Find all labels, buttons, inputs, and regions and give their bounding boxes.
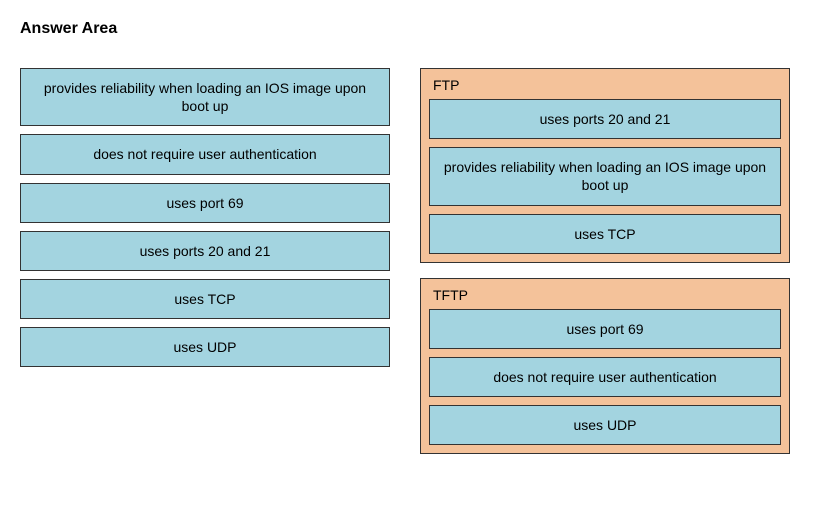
drop-zone-label: TFTP <box>429 287 781 303</box>
drop-item[interactable]: uses port 69 <box>429 309 781 349</box>
source-item[interactable]: provides reliability when loading an IOS… <box>20 68 390 126</box>
source-item[interactable]: uses ports 20 and 21 <box>20 231 390 271</box>
drop-item[interactable]: does not require user authentication <box>429 357 781 397</box>
drop-zone-label: FTP <box>429 77 781 93</box>
source-item[interactable]: does not require user authentication <box>20 134 390 174</box>
source-item[interactable]: uses port 69 <box>20 183 390 223</box>
drop-item[interactable]: uses TCP <box>429 214 781 254</box>
drop-zone-items: uses port 69 does not require user authe… <box>429 309 781 446</box>
drop-zone-items: uses ports 20 and 21 provides reliabilit… <box>429 99 781 254</box>
source-column: provides reliability when loading an IOS… <box>20 68 390 454</box>
source-item[interactable]: uses UDP <box>20 327 390 367</box>
source-item[interactable]: uses TCP <box>20 279 390 319</box>
main-container: provides reliability when loading an IOS… <box>20 68 801 454</box>
drop-item[interactable]: uses ports 20 and 21 <box>429 99 781 139</box>
drop-zone-ftp[interactable]: FTP uses ports 20 and 21 provides reliab… <box>420 68 790 263</box>
drop-item[interactable]: provides reliability when loading an IOS… <box>429 147 781 205</box>
page-title: Answer Area <box>20 20 801 38</box>
drop-item[interactable]: uses UDP <box>429 405 781 445</box>
drop-zone-tftp[interactable]: TFTP uses port 69 does not require user … <box>420 278 790 455</box>
target-column: FTP uses ports 20 and 21 provides reliab… <box>420 68 790 454</box>
